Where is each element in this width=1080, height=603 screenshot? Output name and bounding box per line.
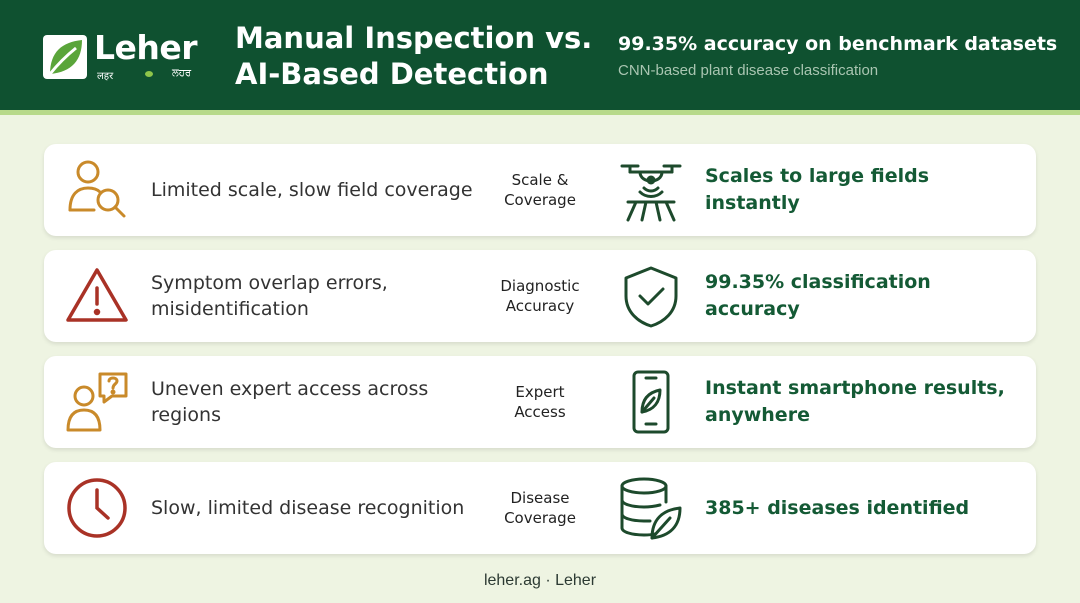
category-label-line1: Diagnostic (500, 277, 580, 295)
header-banner (0, 0, 1080, 110)
manual-limitation-text: Uneven expert access across regions (151, 378, 429, 426)
page-title-line2: AI-Based Detection (235, 57, 549, 91)
warning-triangle-icon (66, 268, 128, 322)
header-accent-stripe (0, 110, 1080, 115)
ai-benefit-text: Scales to large fields instantly (705, 165, 930, 214)
manual-limitation-text: Symptom overlap errors, misidentificatio… (151, 272, 388, 320)
comparison-category-label: Diagnostic Accuracy (484, 250, 596, 342)
category-label-line2: Access (514, 403, 566, 421)
comparison-category-label: Scale & Coverage (484, 144, 596, 236)
manual-limitation-text: Slow, limited disease recognition (151, 497, 465, 519)
database-leaf-icon (620, 477, 682, 540)
category-label-line1: Disease (510, 489, 570, 507)
category-label-line2: Coverage (504, 509, 576, 527)
brand-dot (145, 71, 153, 77)
category-label-line2: Coverage (504, 191, 576, 209)
ai-benefit-text: 385+ diseases identified (705, 496, 970, 519)
page-title: Manual Inspection vs. AI-Based Detection (235, 20, 595, 92)
comparison-row-expert: Uneven expert access across regions Expe… (44, 356, 1036, 448)
leaf-logo-icon (43, 35, 87, 79)
shield-check-icon (624, 266, 678, 328)
person-search-icon (68, 160, 126, 218)
brand-name-hindi: लहर (97, 71, 114, 82)
brand-logo: Leher लहर ਲਹਰ (42, 28, 212, 86)
comparison-row-accuracy: Symptom overlap errors, misidentificatio… (44, 250, 1036, 342)
ai-benefit-text: Instant smartphone results, anywhere (705, 377, 1005, 426)
comparison-row-scale: Limited scale, slow field coverage Scale… (44, 144, 1036, 236)
drone-icon (620, 164, 682, 222)
footer-attribution: leher.ag · Leher (483, 572, 597, 589)
category-label-line1: Scale & (511, 171, 569, 189)
comparison-category-label: Disease Coverage (484, 462, 596, 554)
page-title-line1: Manual Inspection vs. (235, 21, 593, 55)
accuracy-highlight: 99.35% accuracy on benchmark datasets (618, 33, 1058, 55)
clock-icon (67, 478, 127, 538)
person-question-icon (66, 372, 128, 432)
comparison-category-label: Expert Access (484, 356, 596, 448)
category-label-line1: Expert (515, 383, 565, 401)
manual-limitation-text: Limited scale, slow field coverage (151, 179, 473, 201)
category-label-line2: Accuracy (505, 297, 575, 315)
smartphone-leaf-icon (632, 370, 670, 434)
ai-benefit-text: 99.35% classification accuracy (705, 271, 931, 320)
comparison-row-disease: Slow, limited disease recognition Diseas… (44, 462, 1036, 554)
brand-name: Leher (94, 28, 198, 67)
header-subtext: CNN-based plant disease classification (618, 62, 879, 79)
brand-name-punjabi: ਲਹਰ (172, 68, 192, 79)
